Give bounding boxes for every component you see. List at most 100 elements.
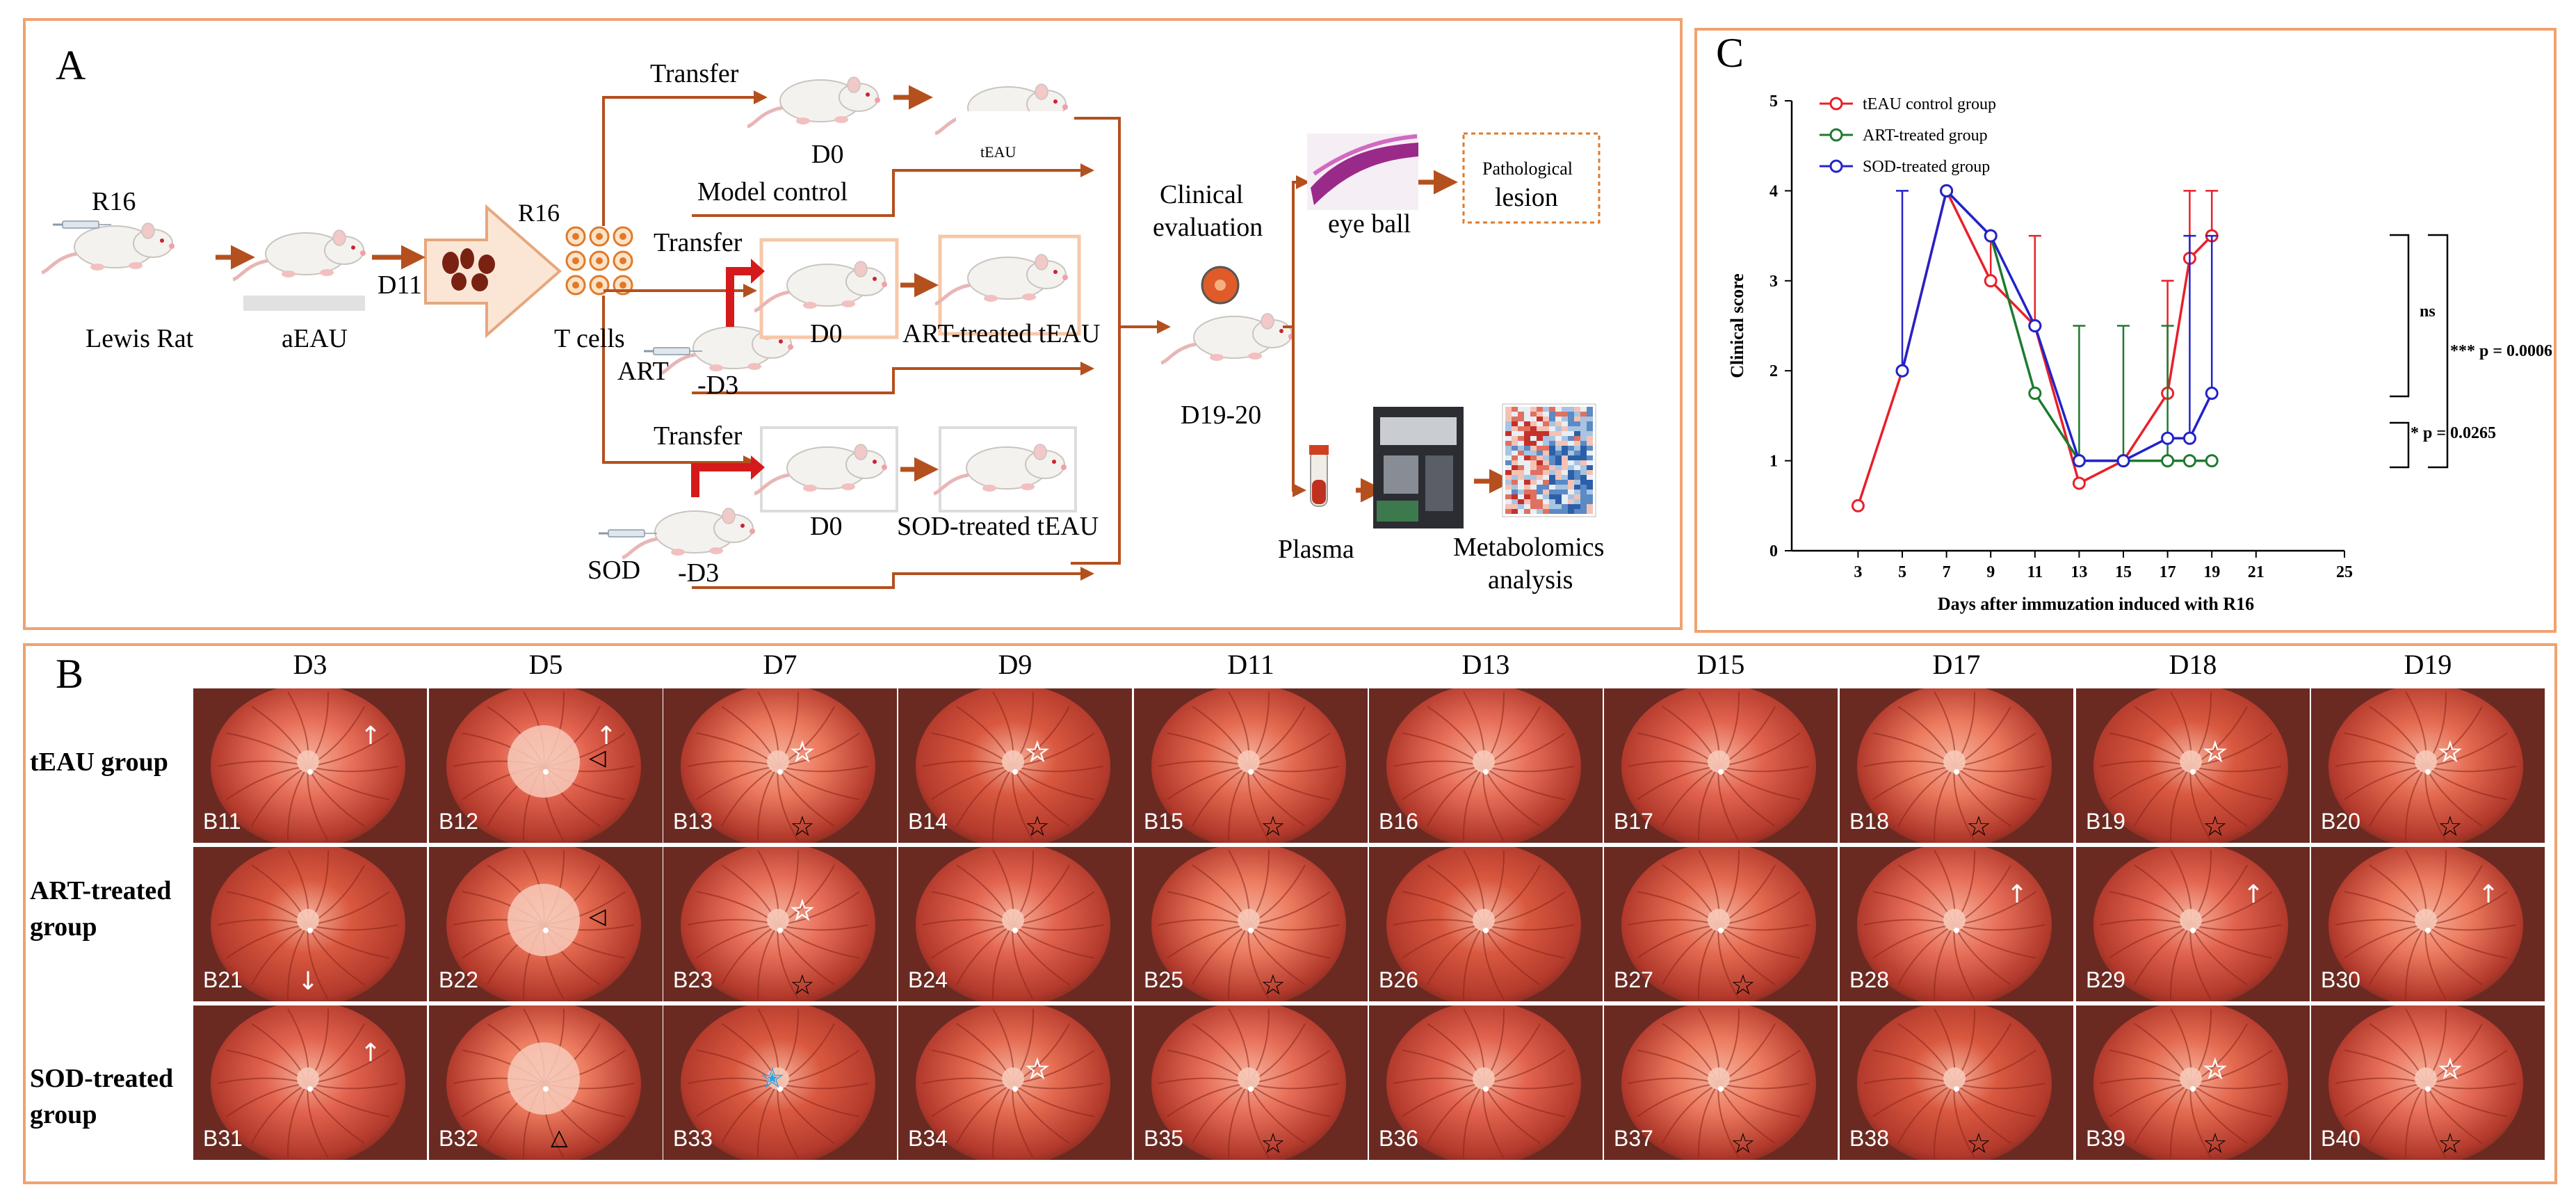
- rat-d0-1: [747, 77, 880, 127]
- data-point: [2072, 476, 2086, 490]
- x-tick-label: 9: [1986, 563, 1995, 581]
- fundus-image-b17: B17: [1604, 688, 1838, 843]
- histology-image: [1307, 134, 1418, 210]
- svg-text:☆: ☆: [2203, 736, 2228, 768]
- svg-text:◁: ◁: [589, 903, 606, 929]
- svg-text:△: △: [551, 1124, 568, 1150]
- svg-text:☆: ☆: [1966, 1128, 1991, 1160]
- svg-text:☆: ☆: [790, 895, 815, 927]
- x-tick-label: 19: [2203, 563, 2220, 581]
- fundus-label: B23: [673, 967, 713, 992]
- label-transfer-2: Transfer: [654, 228, 743, 257]
- red-arrows: [691, 267, 754, 497]
- y-tick-label: 5: [1769, 92, 1778, 111]
- fundus-image-b16: B16: [1369, 688, 1603, 843]
- data-point: [1984, 274, 1998, 288]
- label-pathological: Pathological: [1482, 159, 1573, 179]
- fundus-label: B37: [1614, 1126, 1653, 1151]
- fundus-label: B13: [673, 809, 713, 834]
- legend-label: SOD-treated group: [1863, 158, 1990, 176]
- row-header-line1: ART-treated: [30, 876, 172, 905]
- data-point: [2205, 454, 2219, 468]
- col-header-d18: D18: [2169, 649, 2217, 680]
- label-metabolomics: Metabolomics: [1453, 533, 1605, 562]
- col-header-d19: D19: [2404, 649, 2452, 680]
- label-teau: tEAU: [980, 143, 1016, 161]
- panel-b-label: B: [56, 651, 84, 697]
- fundus-label: B30: [2321, 967, 2360, 992]
- label-clinical: Clinical: [1160, 180, 1244, 209]
- label-aeau: aEAU: [282, 324, 348, 353]
- pathological-lesion-box: [1462, 132, 1601, 224]
- fundus-image-b25: ☆ B25: [1134, 847, 1368, 1001]
- legend-marker: [1829, 159, 1843, 173]
- fundus-image-b13: ☆ ☆ B13: [663, 688, 897, 843]
- fundus-image-b31: ↑ B31: [193, 1006, 427, 1160]
- row-header-line1: tEAU group: [30, 748, 168, 777]
- data-point: [2182, 431, 2196, 445]
- col-header-d7: D7: [763, 649, 797, 680]
- fundus-image-b37: ☆ B37: [1604, 1006, 1838, 1160]
- label-d11: D11: [378, 271, 423, 300]
- fundus-image-b35: ☆ B35: [1134, 1006, 1368, 1160]
- data-point: [2205, 387, 2219, 401]
- svg-text:☆: ☆: [1025, 736, 1050, 768]
- clinical-score-chart: 0 1 2 3 4 5 3 5 7 9 11 13 15 17 19 21 25 Days after immuz…: [1727, 92, 2552, 614]
- label-r16-top: R16: [518, 199, 560, 227]
- svg-text:☆: ☆: [790, 811, 815, 843]
- fundus-label: B25: [1144, 967, 1183, 992]
- label-lesion: lesion: [1495, 183, 1558, 212]
- fundus-label: B31: [203, 1126, 243, 1151]
- sig-p2: * p = 0.0265: [2411, 424, 2496, 442]
- rat-clinical: [1161, 314, 1294, 363]
- plasma-tube: [1309, 445, 1329, 507]
- svg-text:☆: ☆: [1731, 969, 1756, 1001]
- label-art-d3: -D3: [697, 371, 739, 400]
- legend-marker: [1829, 97, 1843, 111]
- svg-text:↑: ↑: [2243, 880, 2264, 909]
- row-header-0: tEAU group: [30, 744, 168, 780]
- label-eye-ball: eye ball: [1328, 209, 1411, 239]
- svg-text:☆: ☆: [790, 969, 815, 1001]
- fundus-label: B26: [1379, 967, 1418, 992]
- col-header-d15: D15: [1696, 649, 1745, 680]
- data-point: [1984, 229, 1998, 243]
- fundus-label: B15: [1144, 809, 1183, 834]
- svg-text:↑: ↑: [2007, 880, 2027, 909]
- svg-text:☆: ☆: [2438, 1128, 2463, 1160]
- fundus-image-b36: B36: [1369, 1006, 1603, 1160]
- col-header-d17: D17: [1932, 649, 1981, 680]
- fundus-label: B21: [203, 967, 243, 992]
- svg-text:☆: ☆: [1731, 1128, 1756, 1160]
- svg-text:↑: ↑: [2478, 880, 2499, 909]
- fundus-label: B38: [1849, 1126, 1889, 1151]
- row-header-line2: group: [30, 912, 97, 942]
- svg-text:☆: ☆: [1261, 1128, 1286, 1160]
- fundus-image-b23: ☆ ☆ B23: [663, 847, 897, 1001]
- fundus-image-b14: ☆ ☆ B14: [898, 688, 1132, 843]
- fundus-label: B14: [908, 809, 948, 834]
- syringe-sod: [597, 528, 658, 538]
- col-header-d5: D5: [528, 649, 563, 680]
- svg-text:☆: ☆: [2438, 1053, 2463, 1085]
- svg-text:◁: ◁: [589, 744, 606, 770]
- data-point: [1851, 499, 1865, 512]
- data-point: [2161, 431, 2175, 445]
- fundus-image-b26: B26: [1369, 847, 1603, 1001]
- data-point: [1940, 184, 1954, 197]
- fundus-label: B35: [1144, 1126, 1183, 1151]
- fundus-image-b21: ↓ B21: [193, 847, 427, 1001]
- label-analysis: analysis: [1488, 565, 1573, 595]
- data-point: [1895, 364, 1909, 378]
- fundus-label: B18: [1849, 809, 1889, 834]
- fundus-label: B32: [439, 1126, 478, 1151]
- label-evaluation: evaluation: [1153, 213, 1263, 242]
- fundus-image-b11: ↑ B11: [193, 688, 427, 843]
- fundus-label: B34: [908, 1126, 948, 1151]
- fundus-image-b40: ☆ ☆ B40: [2311, 1006, 2545, 1160]
- label-lewis-rat: Lewis Rat: [86, 324, 194, 353]
- fundus-label: B24: [908, 967, 948, 992]
- y-axis-label: Clinical score: [1727, 273, 1747, 378]
- data-point: [2161, 454, 2175, 468]
- legend-label: tEAU control group: [1863, 95, 1996, 113]
